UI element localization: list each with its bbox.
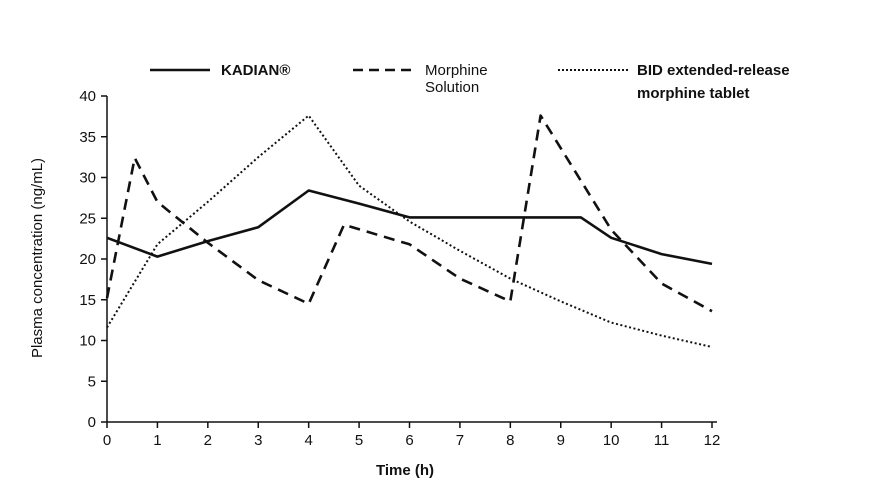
x-tick-label: 10 xyxy=(603,432,620,449)
y-tick-label: 20 xyxy=(79,251,96,268)
legend-label-bid-tablet-line1: BID extended-release xyxy=(637,62,790,79)
x-tick-label: 0 xyxy=(103,432,111,449)
x-tick-label: 12 xyxy=(704,432,721,449)
x-tick-label: 8 xyxy=(506,432,514,449)
x-tick-label: 1 xyxy=(153,432,161,449)
legend: KADIAN® Morphine Solution BID extended-r… xyxy=(150,62,790,102)
x-tick-label: 7 xyxy=(456,432,464,449)
y-tick-label: 0 xyxy=(88,414,96,431)
x-tick-label: 4 xyxy=(304,432,312,449)
x-axis-ticks: 0 1 2 3 4 5 6 7 8 9 10 11 12 xyxy=(103,422,721,449)
x-tick-label: 2 xyxy=(204,432,212,449)
y-tick-label: 5 xyxy=(88,373,96,390)
y-tick-label: 10 xyxy=(79,333,96,350)
legend-label-bid-tablet-line2: morphine tablet xyxy=(637,85,750,102)
legend-label-morphine-solution-line1: Morphine xyxy=(425,62,488,79)
series-line-bid-tablet xyxy=(106,114,713,348)
legend-label-morphine-solution-line2: Solution xyxy=(425,79,479,96)
y-tick-label: 25 xyxy=(79,210,96,227)
series-line-morphine-solution xyxy=(105,114,713,313)
x-tick-label: 6 xyxy=(405,432,413,449)
legend-label-kadian: KADIAN® xyxy=(221,62,290,79)
x-axis-title: Time (h) xyxy=(376,462,434,479)
series-line-kadian xyxy=(106,189,713,266)
y-tick-label: 15 xyxy=(79,292,96,309)
y-axis-title: Plasma concentration (ng/mL) xyxy=(29,158,46,358)
y-tick-label: 30 xyxy=(79,170,96,187)
y-tick-label: 40 xyxy=(79,88,96,105)
x-tick-label: 11 xyxy=(654,432,670,449)
series-layer xyxy=(105,114,713,348)
y-tick-label: 35 xyxy=(79,129,96,146)
x-tick-label: 9 xyxy=(557,432,565,449)
y-axis-ticks: 0 5 10 15 20 25 30 35 40 xyxy=(79,88,107,431)
x-tick-label: 5 xyxy=(355,432,363,449)
x-tick-label: 3 xyxy=(254,432,262,449)
